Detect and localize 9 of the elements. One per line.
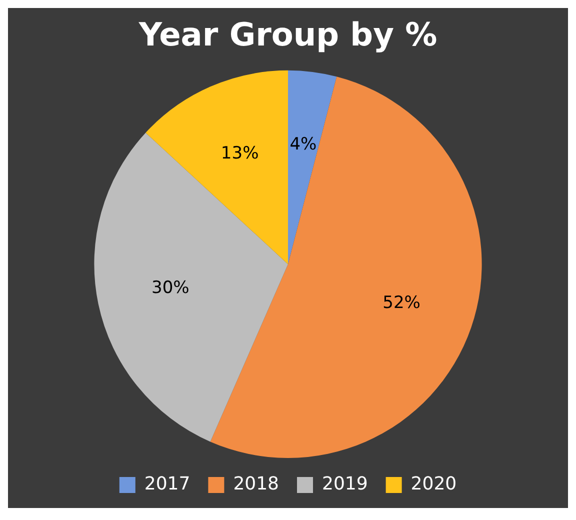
chart-title: Year Group by % bbox=[138, 16, 438, 54]
data-label: 52% bbox=[382, 292, 420, 313]
data-label: 30% bbox=[151, 278, 190, 298]
legend-label: 2018 bbox=[233, 474, 280, 495]
legend-label: 2020 bbox=[410, 474, 457, 495]
data-label: 4% bbox=[290, 134, 317, 154]
legend-label: 2017 bbox=[144, 474, 190, 495]
legend-label: 2019 bbox=[322, 474, 368, 495]
data-label: 13% bbox=[220, 144, 259, 164]
